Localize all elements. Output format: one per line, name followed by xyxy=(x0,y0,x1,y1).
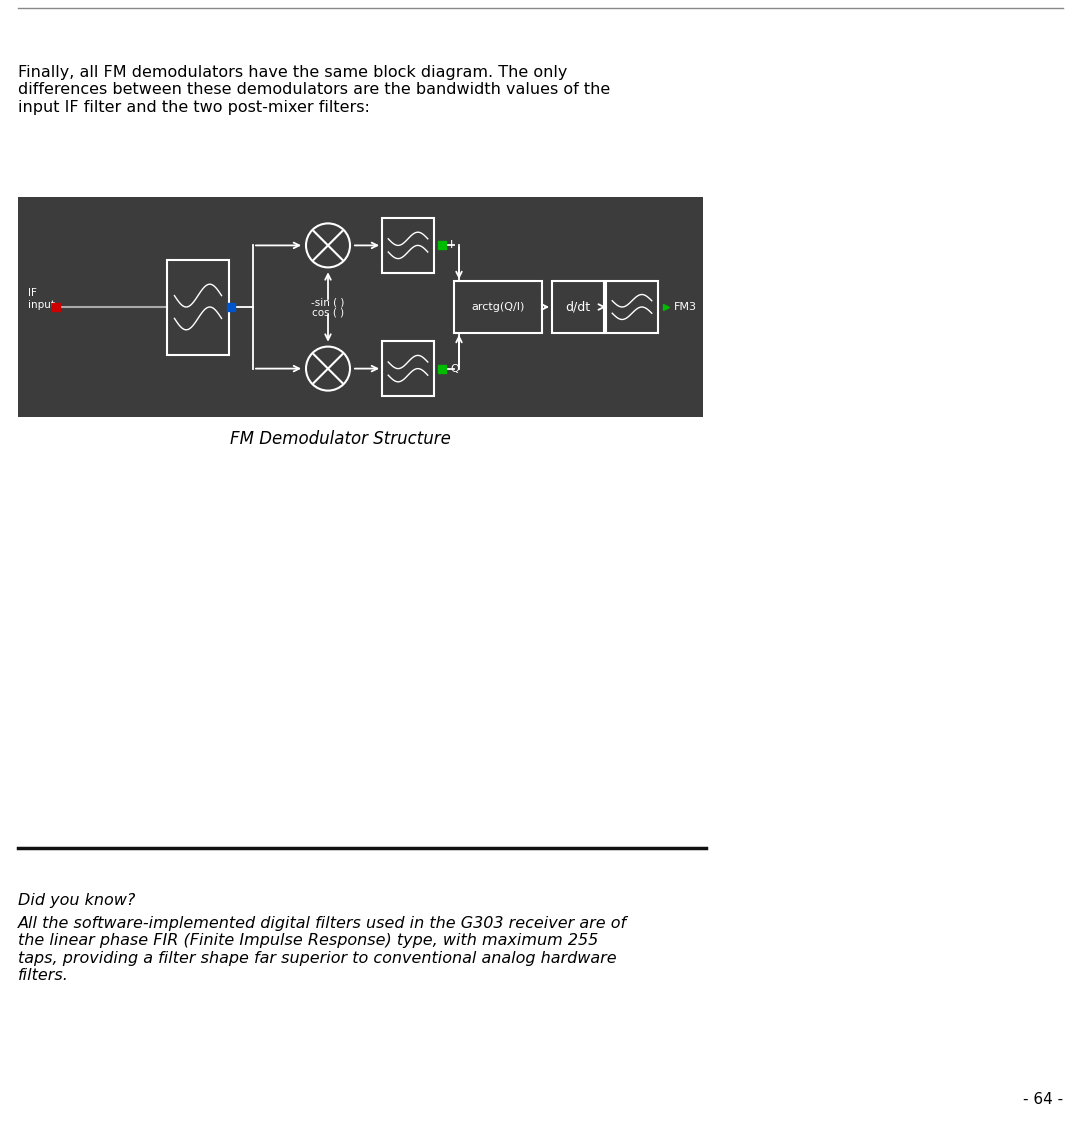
Text: -sin ( ): -sin ( ) xyxy=(311,297,345,307)
Text: FM Demodulator Structure: FM Demodulator Structure xyxy=(229,430,451,448)
Text: - 64 -: - 64 - xyxy=(1023,1092,1063,1107)
Text: Q: Q xyxy=(450,364,458,374)
Text: Finally, all FM demodulators have the same block diagram. The only
differences b: Finally, all FM demodulators have the sa… xyxy=(18,65,611,114)
Text: I: I xyxy=(450,240,453,250)
Text: cos ( ): cos ( ) xyxy=(312,307,344,318)
Text: All the software-implemented digital filters used in the G303 receiver are of
th: All the software-implemented digital fil… xyxy=(18,916,627,983)
Text: Did you know?: Did you know? xyxy=(18,893,135,908)
Text: FM3: FM3 xyxy=(673,302,697,312)
FancyBboxPatch shape xyxy=(18,197,703,417)
Text: d/dt: d/dt xyxy=(565,301,590,313)
Text: arctg(Q/I): arctg(Q/I) xyxy=(471,302,524,312)
Text: IF
input: IF input xyxy=(28,288,55,310)
